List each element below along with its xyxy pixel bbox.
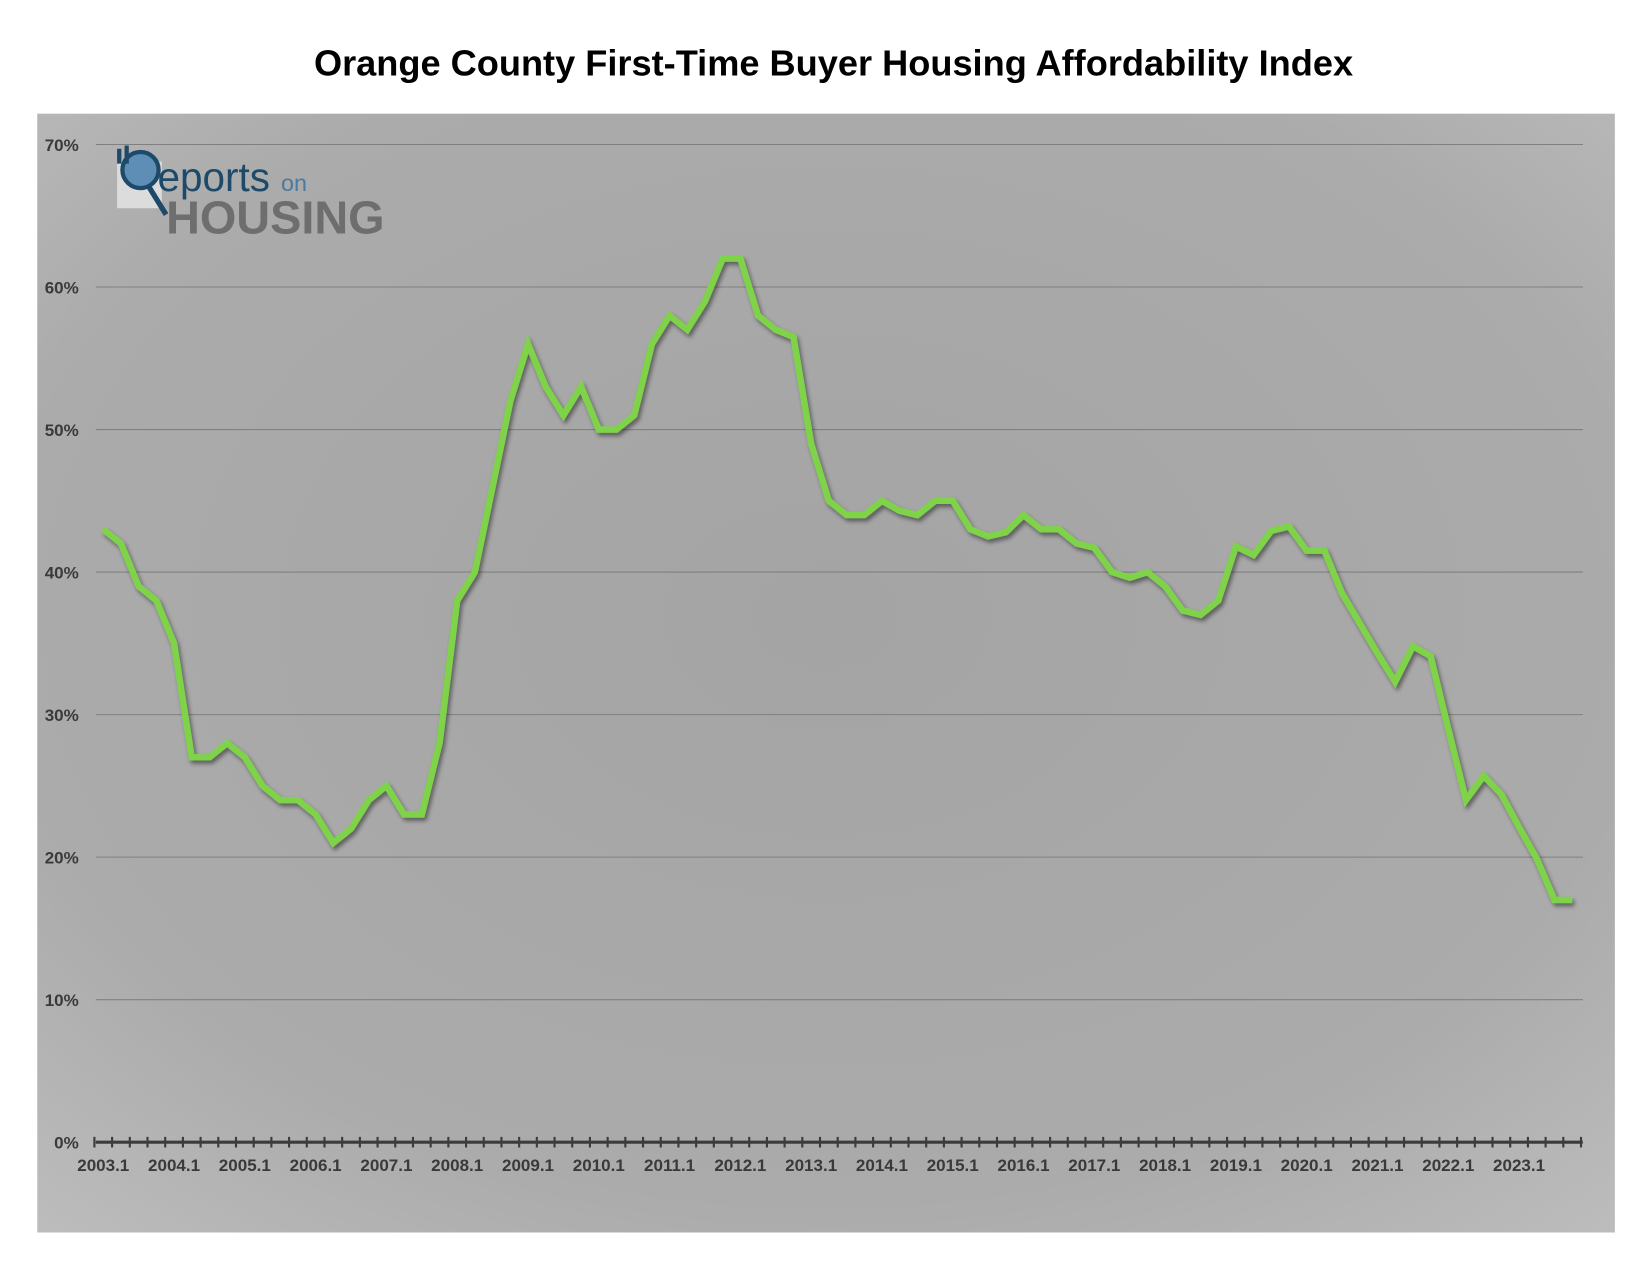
x-tick-label: 2013.1 (785, 1156, 837, 1175)
svg-text:on: on (281, 170, 307, 196)
x-tick-label: 2004.1 (148, 1156, 200, 1175)
chart-title: Orange County First-Time Buyer Housing A… (314, 42, 1353, 83)
y-tick-label: 20% (45, 849, 79, 868)
x-tick-label: 2006.1 (290, 1156, 342, 1175)
y-tick-label: 0% (54, 1134, 79, 1153)
x-axis: 2003.1 2004.1 2005.1 2006.1 2007.1 2008.1 2009… (77, 1136, 1583, 1175)
y-tick-label: 40% (45, 563, 79, 582)
gridlines (95, 143, 1583, 1001)
series-line (101, 255, 1573, 904)
x-tick-label: 2023.1 (1493, 1156, 1545, 1175)
x-tick-label: 2003.1 (77, 1156, 129, 1175)
x-tick-label: 2022.1 (1422, 1156, 1474, 1175)
magnifier-icon (120, 149, 161, 191)
x-tick-label: 2005.1 (219, 1156, 271, 1175)
x-tick-label: 2014.1 (856, 1156, 908, 1175)
x-tick-label: 2010.1 (573, 1156, 625, 1175)
x-tick-label: 2009.1 (502, 1156, 554, 1175)
y-tick-label: 70% (45, 136, 79, 155)
y-tick-label: 60% (45, 278, 79, 297)
x-tick-label: 2016.1 (998, 1156, 1050, 1175)
x-tick-label: 2012.1 (714, 1156, 766, 1175)
x-tick-label: 2018.1 (1139, 1156, 1191, 1175)
x-tick-label: 2007.1 (360, 1156, 412, 1175)
x-tick-label: 2008.1 (431, 1156, 483, 1175)
y-axis: 0% 10% 20% 30% 40% 50% 60% 70% (45, 136, 79, 1153)
reports-on-housing-logo: eports on HOUSING (117, 145, 385, 244)
y-tick-label: 50% (45, 421, 79, 440)
svg-text:HOUSING: HOUSING (166, 192, 385, 244)
affordability-series-line (101, 255, 1573, 904)
x-tick-label: 2011.1 (644, 1156, 695, 1175)
x-tick-label: 2020.1 (1281, 1156, 1333, 1175)
svg-text:eports: eports (158, 154, 270, 200)
x-tick-label: 2015.1 (927, 1156, 979, 1175)
x-tick-label: 2017.1 (1068, 1156, 1120, 1175)
x-tick-label: 2021.1 (1351, 1156, 1403, 1175)
x-tick-label: 2019.1 (1210, 1156, 1262, 1175)
y-tick-label: 10% (45, 991, 79, 1010)
y-tick-label: 30% (45, 706, 79, 725)
plot-background (37, 113, 1615, 1233)
